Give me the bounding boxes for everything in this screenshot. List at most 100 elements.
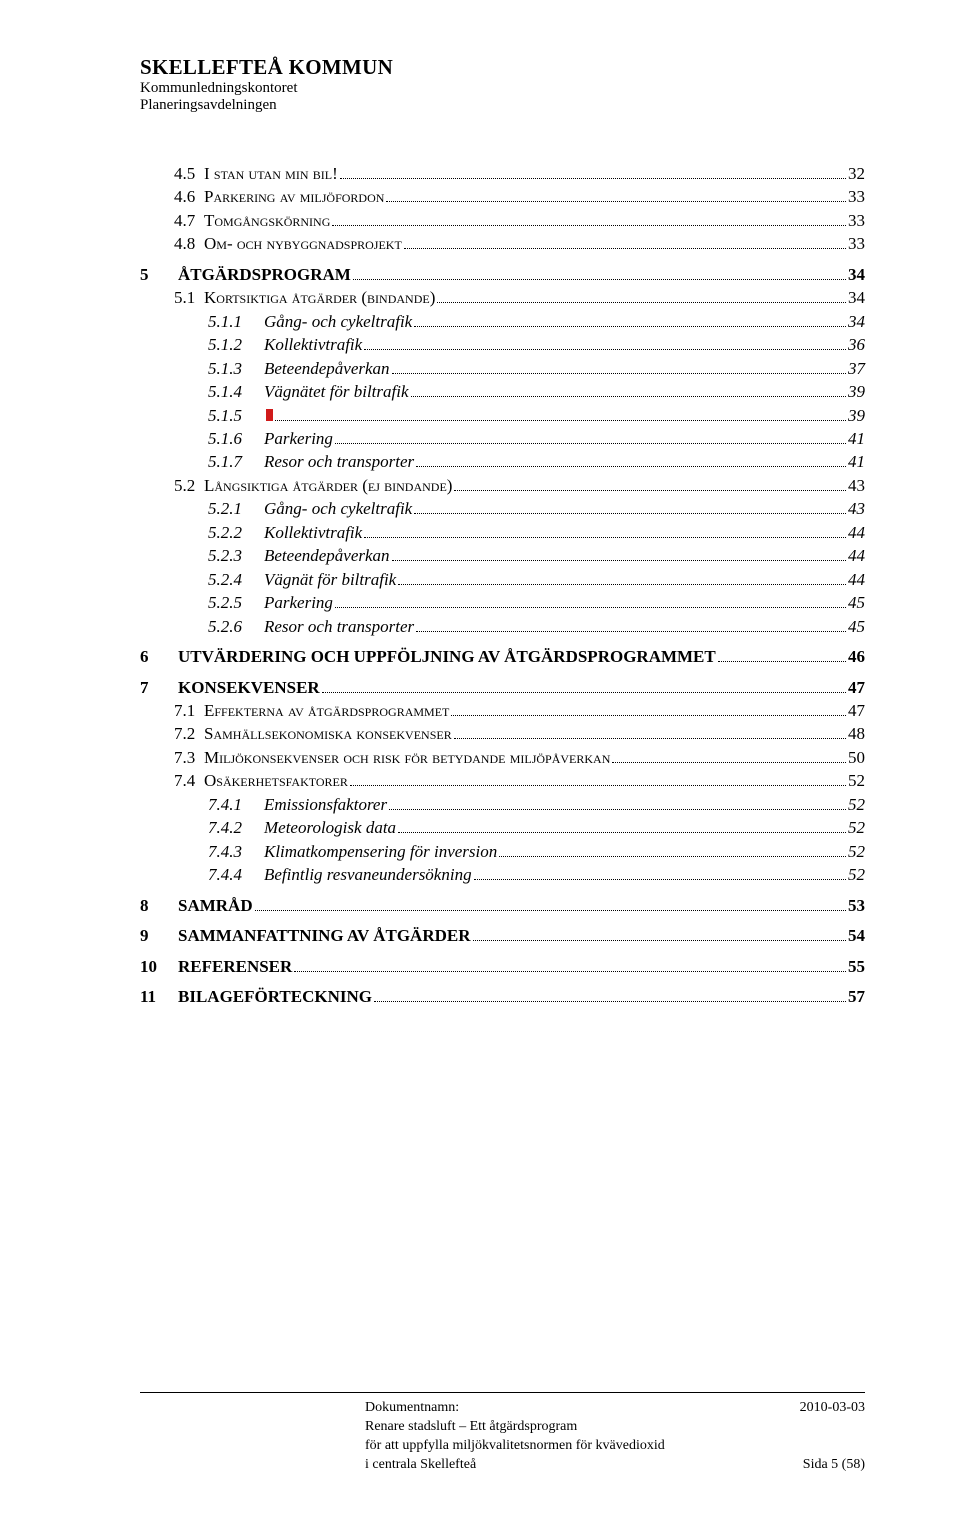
toc-entry: 7.3Miljökonsekvenser och risk för betyda… [140,746,865,769]
toc-entry-number: 5.2.6 [140,615,260,638]
toc-entry-number: 7.3 [140,746,200,769]
toc-entry-page: 52 [848,816,865,839]
document-page: SKELLEFTEÅ KOMMUN Kommunledningskontoret… [0,0,960,1515]
toc-entry-title: Referenser [174,955,292,978]
toc-entry-number: 5.1.3 [140,357,260,380]
toc-entry-title: Klimatkompensering för inversion [260,840,497,863]
toc-entry-title: Åtgärdsprogram [174,263,351,286]
toc-entry-number: 5.2.4 [140,568,260,591]
toc-entry-page: 45 [848,615,865,638]
toc-entry-title: Samhällsekonomiska konsekvenser [200,722,452,745]
toc-spacer [140,256,865,263]
toc-entry: 5.2.1Gång- och cykeltrafik43 [140,497,865,520]
toc-entry-title: Parkering [260,427,333,450]
toc-entry-number: 7.4.3 [140,840,260,863]
toc-entry-number: 5.1.6 [140,427,260,450]
toc-entry-number: 5.1.2 [140,333,260,356]
toc-entry-page: 53 [848,894,865,917]
toc-entry: 5.2.2Kollektivtrafik44 [140,521,865,544]
toc-spacer [140,638,865,645]
toc-entry-title [260,404,273,427]
toc-leader-dots [392,373,846,374]
toc-entry: 6Utvärdering och uppföljning av åtgärdsp… [140,645,865,668]
toc-leader-dots [364,349,846,350]
toc-entry: 4.6Parkering av miljöfordon33 [140,185,865,208]
toc-spacer [140,887,865,894]
footer-rule [140,1392,865,1393]
toc-leader-dots [416,466,846,467]
toc-entry: 5.1.1Gång- och cykeltrafik34 [140,310,865,333]
toc-leader-dots [612,762,846,763]
toc-entry-page: 44 [848,568,865,591]
toc-leader-dots [350,785,846,786]
toc-entry-number: 6 [140,645,174,668]
toc-leader-dots [335,443,846,444]
toc-leader-dots [335,607,846,608]
toc-entry: 11Bilageförteckning57 [140,985,865,1008]
toc-entry-title: Sammanfattning av åtgärder [174,924,471,947]
toc-entry-page: 44 [848,521,865,544]
toc-entry-page: 52 [848,840,865,863]
toc-entry-number: 5 [140,263,174,286]
toc-entry: 5.2.3Beteendepåverkan44 [140,544,865,567]
toc-leader-dots [374,1001,846,1002]
toc-entry-number: 4.8 [140,232,200,255]
toc-entry: 7.4.4Befintlig resvaneundersökning52 [140,863,865,886]
toc-leader-dots [353,279,846,280]
toc-entry: 5.2Långsiktiga åtgärder (ej bindande)43 [140,474,865,497]
toc-entry: 5.2.4Vägnät för biltrafik 44 [140,568,865,591]
toc-entry-page: 46 [848,645,865,668]
toc-entry: 4.5I stan utan min bil!32 [140,162,865,185]
toc-entry: 5.1Kortsiktiga åtgärder (bindande)34 [140,286,865,309]
org-name: SKELLEFTEÅ KOMMUN [140,55,865,80]
toc-leader-dots [473,940,847,941]
toc-entry-title: Emissionsfaktorer [260,793,387,816]
toc-entry-title: Vägnätet för biltrafik [260,380,409,403]
toc-spacer [140,948,865,955]
toc-spacer [140,669,865,676]
toc-entry: 7Konsekvenser47 [140,676,865,699]
toc-entry-page: 55 [848,955,865,978]
toc-entry-title: Gång- och cykeltrafik [260,310,412,333]
toc-leader-dots [389,809,846,810]
toc-entry: 5.1.6Parkering41 [140,427,865,450]
toc-entry: 5.1.3Beteendepåverkan37 [140,357,865,380]
toc-entry: 7.2Samhällsekonomiska konsekvenser48 [140,722,865,745]
toc-entry: 5.1.2Kollektivtrafik36 [140,333,865,356]
toc-leader-dots [718,661,846,662]
toc-entry-page: 39 [848,380,865,403]
toc-entry-number: 5.1.4 [140,380,260,403]
toc-leader-dots [364,537,846,538]
toc-entry-page: 33 [848,209,865,232]
toc-entry-number: 5.1.5 [140,404,260,427]
toc-leader-dots [255,910,846,911]
toc-entry: 5.2.6Resor och transporter 45 [140,615,865,638]
toc-entry-number: 5.2.3 [140,544,260,567]
toc-entry-number: 5.1.7 [140,450,260,473]
toc-entry-number: 7.4.2 [140,816,260,839]
toc-entry-title: Vägnät för biltrafik [260,568,396,591]
toc-leader-dots [404,248,846,249]
toc-entry-title: Resor och transporter [260,615,414,638]
toc-entry-number: 8 [140,894,174,917]
toc-entry-title: Osäkerhetsfaktorer [200,769,348,792]
toc-entry-title: Befintlig resvaneundersökning [260,863,472,886]
toc-entry-page: 37 [848,357,865,380]
toc-entry-page: 33 [848,185,865,208]
toc-entry-title: Effekterna av åtgärdsprogrammet [200,699,449,722]
toc-entry-number: 7 [140,676,174,699]
toc-leader-dots [411,396,847,397]
revision-mark-icon [266,409,273,421]
toc-spacer [140,917,865,924]
toc-entry-title: Parkering [260,591,333,614]
toc-entry-page: 47 [848,699,865,722]
toc-leader-dots [386,201,846,202]
toc-entry: 4.7Tomgångskörning33 [140,209,865,232]
toc-entry-number: 7.4 [140,769,200,792]
toc-entry-page: 57 [848,985,865,1008]
toc-entry: 7.4.2Meteorologisk data52 [140,816,865,839]
toc-leader-dots [416,631,846,632]
toc-entry-number: 5.2 [140,474,200,497]
toc-leader-dots [451,715,846,716]
org-dept-2: Planeringsavdelningen [140,97,865,114]
